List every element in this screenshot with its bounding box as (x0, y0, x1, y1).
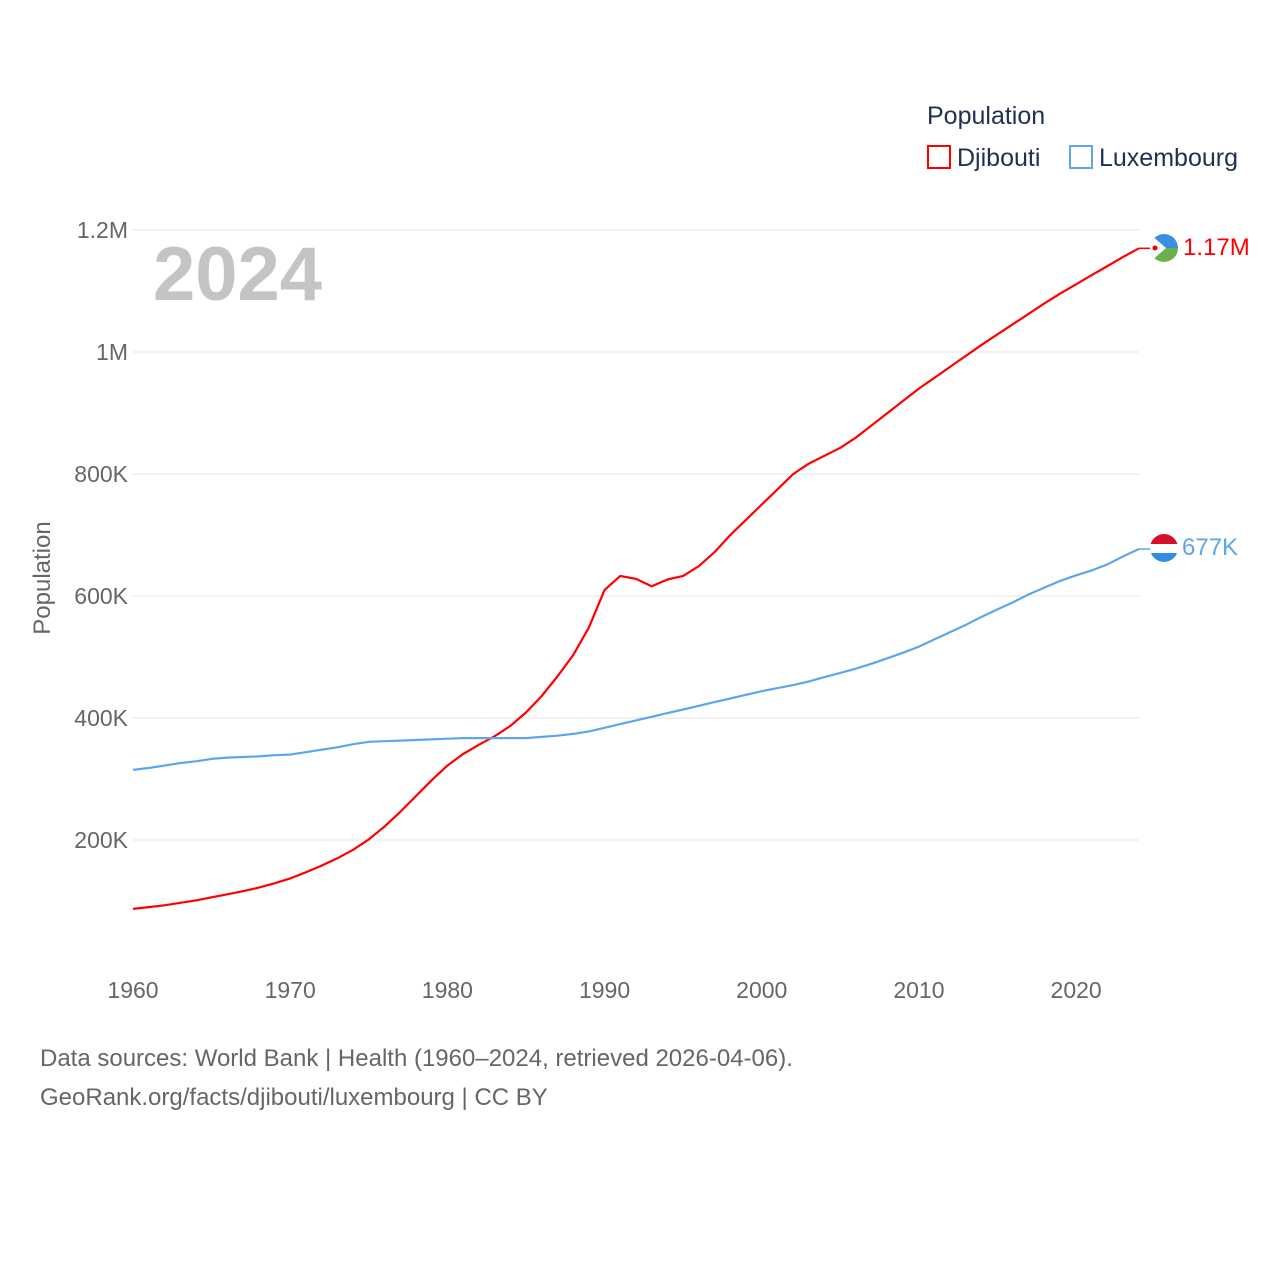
x-tick-label: 1980 (422, 977, 473, 1003)
y-axis-label: Population (29, 521, 56, 634)
series-line-luxembourg (132, 548, 1140, 771)
y-axis-ticks: 200K 400K 600K 800K 1M 1.2M (74, 217, 128, 853)
x-tick-label: 1970 (265, 977, 316, 1003)
legend-label-luxembourg[interactable]: Luxembourg (1099, 144, 1238, 172)
legend-label-djibouti[interactable]: Djibouti (957, 144, 1040, 172)
djibouti-flag-icon (1150, 234, 1178, 262)
grid-lines (133, 229, 1139, 841)
y-tick-label: 800K (74, 461, 128, 487)
luxembourg-flag-icon (1150, 534, 1178, 562)
y-tick-label: 200K (74, 827, 128, 853)
x-tick-label: 2010 (893, 977, 944, 1003)
x-tick-label: 1990 (579, 977, 630, 1003)
source-link-text[interactable]: GeoRank.org/facts/djibouti/luxembourg | … (40, 1084, 548, 1111)
data-source-text: Data sources: World Bank | Health (1960–… (40, 1045, 793, 1072)
x-tick-label: 1960 (107, 977, 158, 1003)
x-axis-ticks: 1960 1970 1980 1990 2000 2010 2020 (107, 977, 1101, 1003)
series-lines (132, 247, 1150, 910)
current-year-label: 2024 (153, 232, 322, 317)
y-tick-label: 600K (74, 583, 128, 609)
legend-swatch-luxembourg[interactable] (1069, 145, 1093, 169)
x-tick-label: 2000 (736, 977, 787, 1003)
y-tick-label: 400K (74, 705, 128, 731)
x-tick-label: 2020 (1051, 977, 1102, 1003)
y-tick-label: 1.2M (77, 217, 128, 243)
y-tick-label: 1M (96, 339, 128, 365)
luxembourg-end-label: 677K (1182, 534, 1238, 561)
legend: Population Djibouti Luxembourg (927, 102, 1238, 172)
legend-title: Population (927, 102, 1045, 130)
legend-swatch-djibouti[interactable] (927, 145, 951, 169)
series-line-djibouti (132, 247, 1140, 910)
djibouti-end-label: 1.17M (1183, 234, 1250, 261)
